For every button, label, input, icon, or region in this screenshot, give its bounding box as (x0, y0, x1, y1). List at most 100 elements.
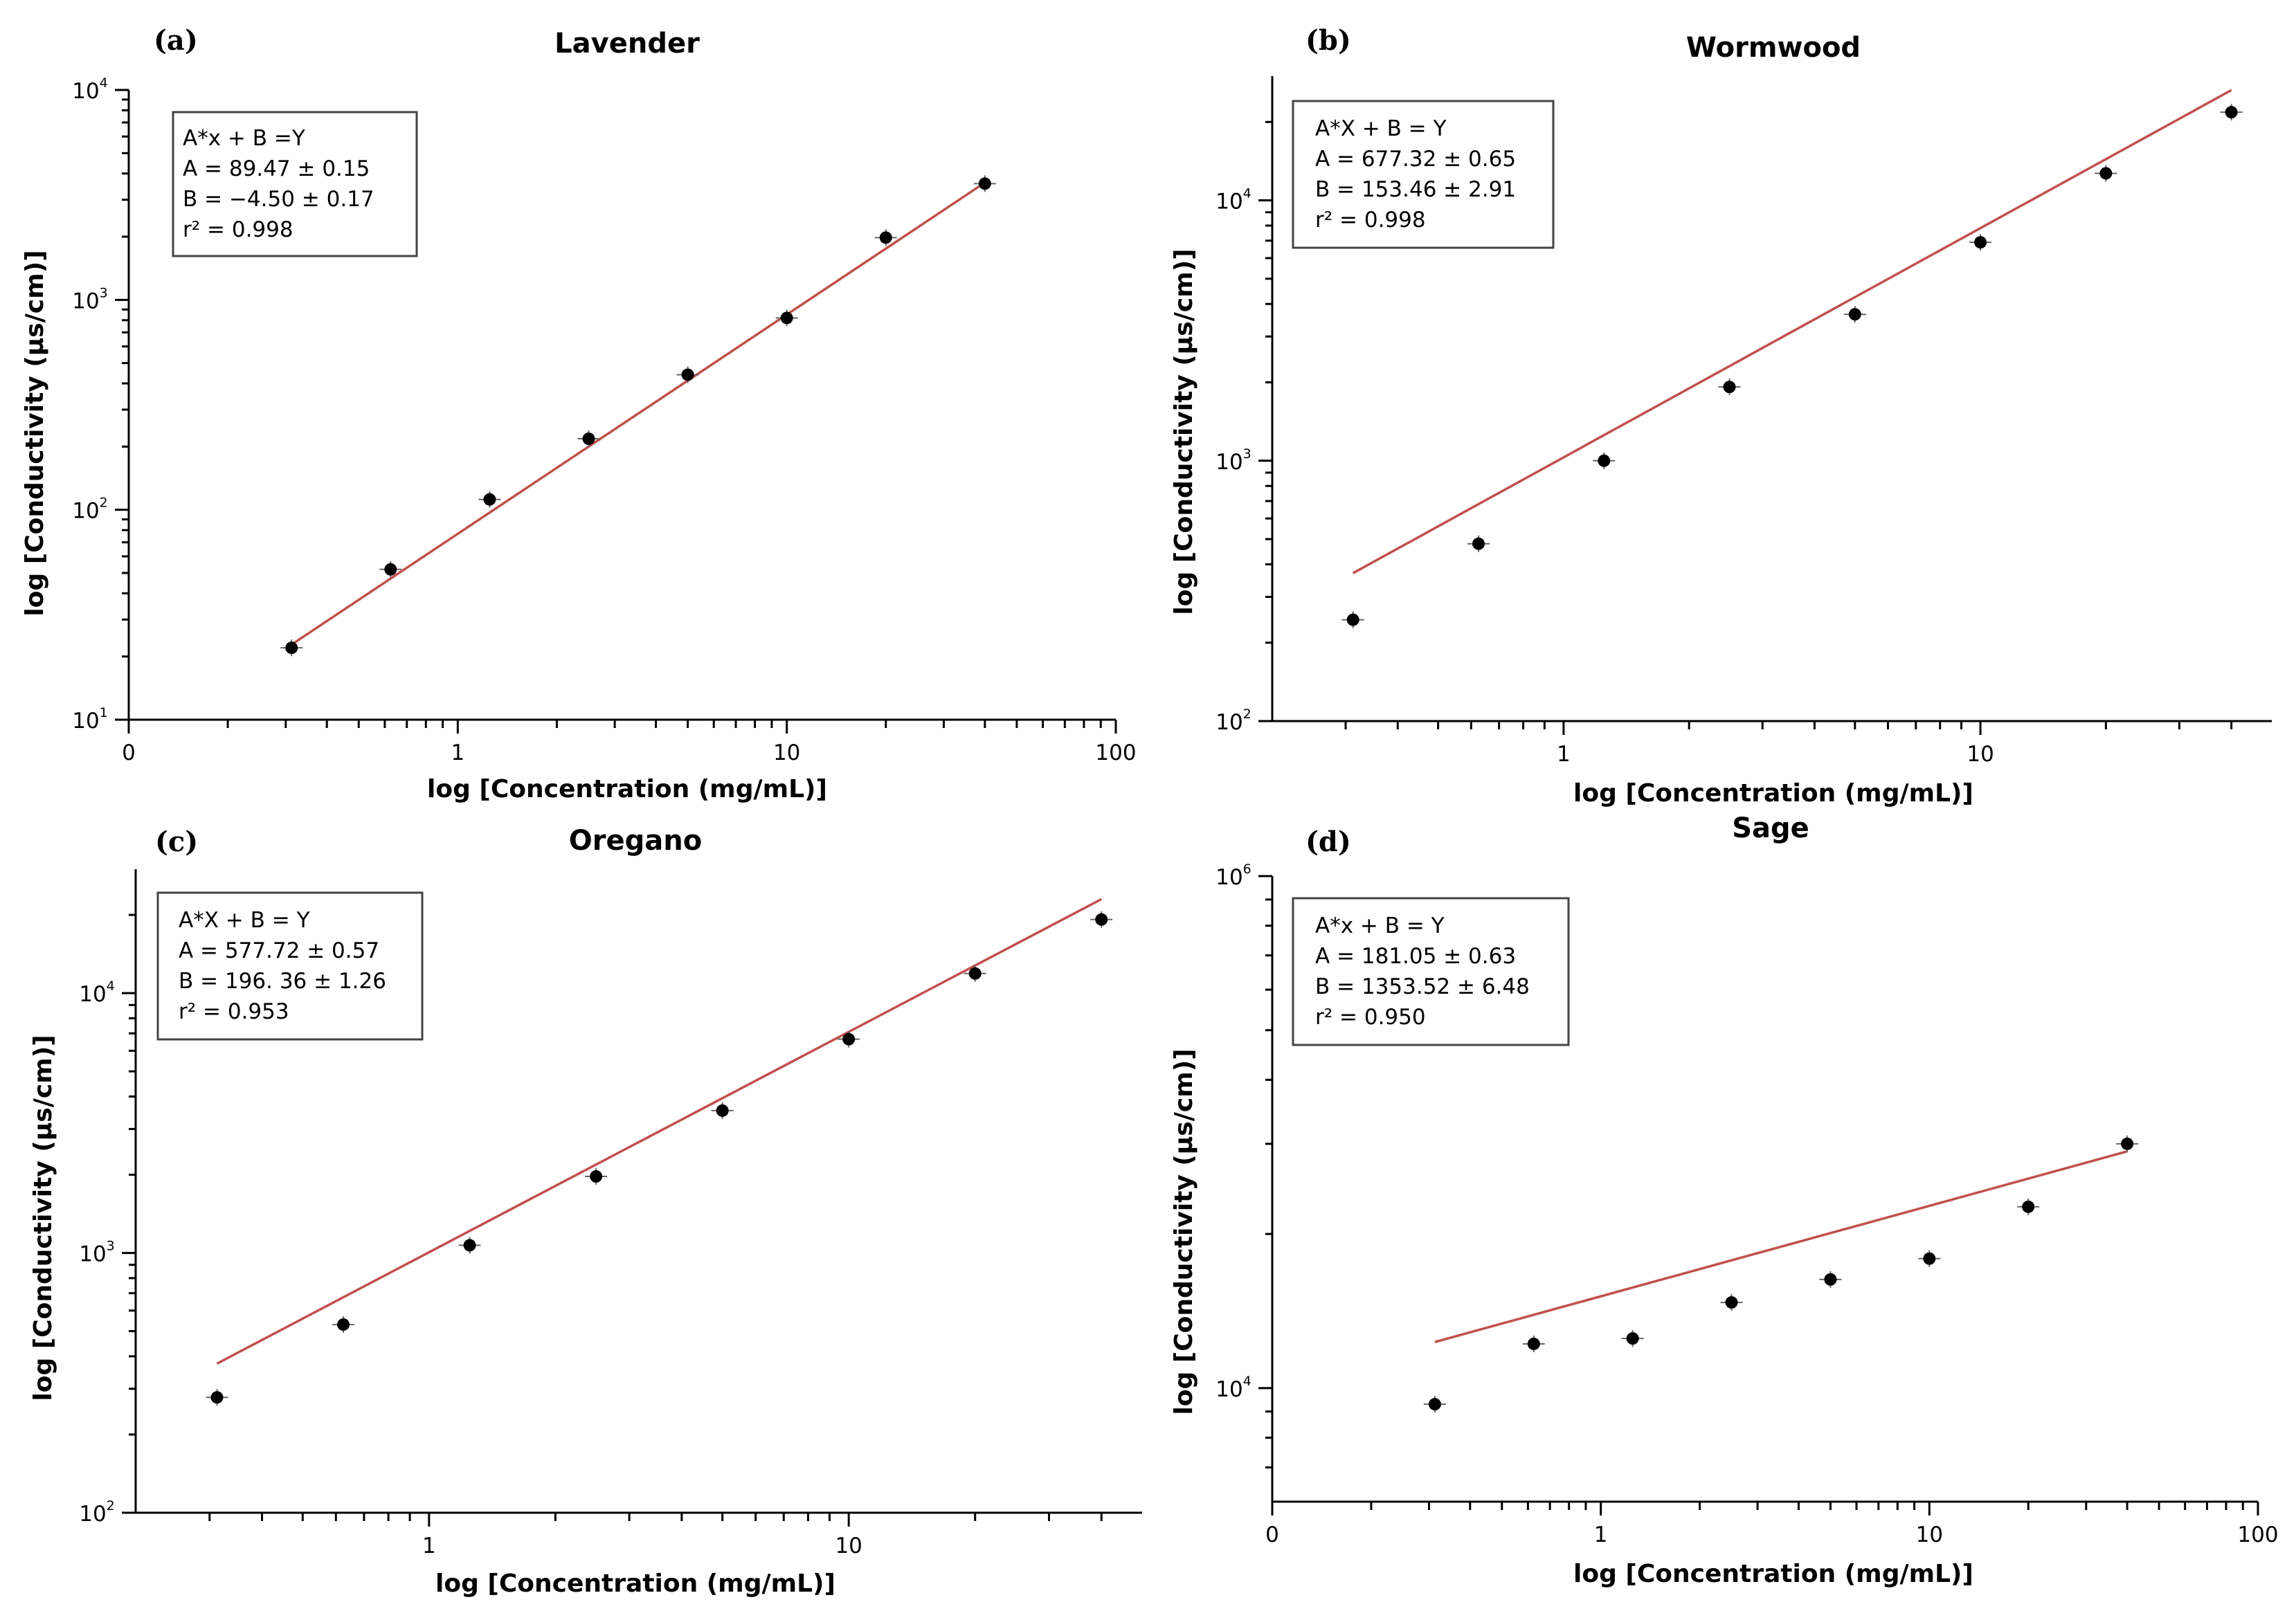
equation-line-a-2: A = 89.47 ± 0.15 (183, 156, 370, 181)
y-tick-label-base: 10 (1215, 1377, 1242, 1402)
data-point (1626, 1332, 1639, 1345)
panel-letter-a: (a) (154, 24, 198, 57)
y-tick-label-exponent: 2 (1243, 707, 1251, 722)
y-tick-label-base: 10 (79, 982, 106, 1007)
y-tick-label: 104 (1215, 1374, 1251, 1402)
data-point (1923, 1252, 1936, 1265)
equation-box-a: A*x + B =Y A = 89.47 ± 0.15 B = −4.50 ± … (172, 111, 418, 257)
y-tick-label: 103 (1215, 446, 1251, 475)
data-point (1527, 1337, 1540, 1350)
x-tick-label: 10 (1916, 1522, 1943, 1547)
y-tick-label-base: 10 (1215, 710, 1242, 735)
y-tick-label-exponent: 4 (1243, 186, 1251, 201)
data-point (210, 1391, 224, 1404)
equation-line-d-4: r² = 0.950 (1315, 1005, 1426, 1030)
fit-line-c (216, 898, 1103, 1365)
y-tick-label-exponent: 1 (100, 705, 108, 720)
data-point (384, 563, 397, 576)
y-tick-label: 103 (79, 1239, 115, 1267)
y-axis-label-d: log [Conductivity (µs/cm)] (1170, 1048, 1198, 1414)
y-tick-label-exponent: 6 (1243, 862, 1251, 877)
data-point (978, 177, 991, 190)
y-tick-label-exponent: 2 (107, 1498, 115, 1513)
x-tick-label: 1 (422, 1533, 436, 1558)
data-point (463, 1239, 476, 1252)
y-tick-label: 102 (1215, 707, 1251, 735)
y-tick-label: 104 (79, 979, 115, 1007)
data-point (285, 641, 298, 655)
data-point (968, 967, 982, 980)
x-axis-label-d: log [Concentration (mg/mL)] (1573, 1560, 1973, 1588)
y-tick-label-exponent: 4 (1243, 1374, 1251, 1389)
data-point (780, 311, 793, 325)
y-axis-label-c: log [Conductivity (µs/cm)] (29, 1035, 57, 1401)
data-point (590, 1170, 603, 1183)
y-tick-label-base: 10 (72, 289, 99, 313)
equation-line-a-4: r² = 0.998 (183, 217, 293, 242)
equation-line-d-3: B = 1353.52 ± 6.48 (1315, 974, 1530, 999)
data-point (1472, 537, 1485, 550)
data-point (1848, 308, 1861, 321)
fit-line-a (291, 181, 986, 646)
data-point (1974, 236, 1987, 249)
y-tick-label-base: 10 (1215, 450, 1242, 475)
data-point (716, 1104, 729, 1117)
panel-letter-c: (c) (155, 826, 198, 858)
y-tick-label-base: 10 (72, 499, 99, 524)
x-tick-label: 1 (1557, 742, 1571, 767)
y-tick-label-exponent: 3 (100, 285, 108, 300)
data-point (842, 1032, 856, 1046)
x-tick-label: 1 (1594, 1522, 1608, 1547)
y-tick-label: 106 (1215, 862, 1251, 890)
y-tick-label-exponent: 3 (1243, 446, 1251, 462)
data-point (1725, 1296, 1738, 1309)
data-point (1824, 1273, 1837, 1286)
y-tick-label: 104 (72, 75, 108, 104)
y-tick-label-base: 10 (1215, 865, 1242, 890)
y-axis-label-a: log [Conductivity (µs/cm)] (21, 250, 49, 616)
chart-title-a: Lavender (554, 28, 700, 60)
y-tick-label: 102 (79, 1498, 115, 1527)
equation-box-c: A*X + B = Y A = 577.72 ± 0.57 B = 196. 3… (156, 891, 424, 1041)
x-tick-label: 1 (451, 740, 464, 765)
x-tick-label: 10 (835, 1533, 862, 1558)
data-point (2121, 1137, 2134, 1150)
y-tick-label-exponent: 3 (107, 1239, 115, 1254)
equation-line-a-3: B = −4.50 ± 0.17 (183, 187, 374, 212)
fit-line-b (1352, 89, 2232, 574)
equation-line-b-2: A = 677.32 ± 0.65 (1315, 147, 1516, 172)
data-point (2022, 1200, 2035, 1213)
panel-b: (b) Wormwood log [Concentration (mg/mL)]… (1170, 24, 1973, 808)
x-axis-label-b: log [Concentration (mg/mL)] (1573, 779, 1973, 808)
x-tick-label: 10 (1967, 742, 1994, 767)
x-axis-label-c: log [Concentration (mg/mL)] (435, 1569, 835, 1598)
equation-line-b-1: A*X + B = Y (1315, 116, 1447, 141)
fit-line-d (1434, 1150, 2128, 1344)
y-tick-label-base: 10 (79, 1242, 106, 1267)
y-tick-label-exponent: 4 (107, 979, 115, 994)
data-point (879, 231, 892, 244)
y-tick-label-base: 10 (1215, 190, 1242, 215)
equation-line-d-1: A*x + B = Y (1315, 913, 1445, 938)
y-tick-label: 104 (1215, 186, 1251, 215)
x-tick-label: 100 (2237, 1522, 2278, 1547)
data-point (337, 1318, 350, 1331)
x-tick-label: 100 (1095, 740, 1136, 765)
y-tick-label: 101 (72, 705, 108, 734)
equation-line-c-1: A*X + B = Y (179, 908, 310, 933)
equation-box-d: A*x + B = Y A = 181.05 ± 0.63 B = 1353.5… (1292, 897, 1570, 1046)
panel-d: (d) Sage log [Concentration (mg/mL)] log… (1170, 812, 1973, 1588)
x-axis-label-a: log [Concentration (mg/mL)] (427, 775, 827, 803)
data-point (582, 433, 595, 446)
data-point (681, 368, 694, 381)
y-tick-label-exponent: 4 (100, 75, 108, 91)
panel-c: (c) Oregano log [Concentration (mg/mL)] … (29, 825, 835, 1598)
panel-letter-d: (d) (1305, 826, 1351, 858)
y-tick-label-exponent: 2 (100, 495, 108, 511)
equation-line-a-1: A*x + B =Y (183, 126, 305, 151)
x-tick-label: 0 (122, 740, 136, 765)
